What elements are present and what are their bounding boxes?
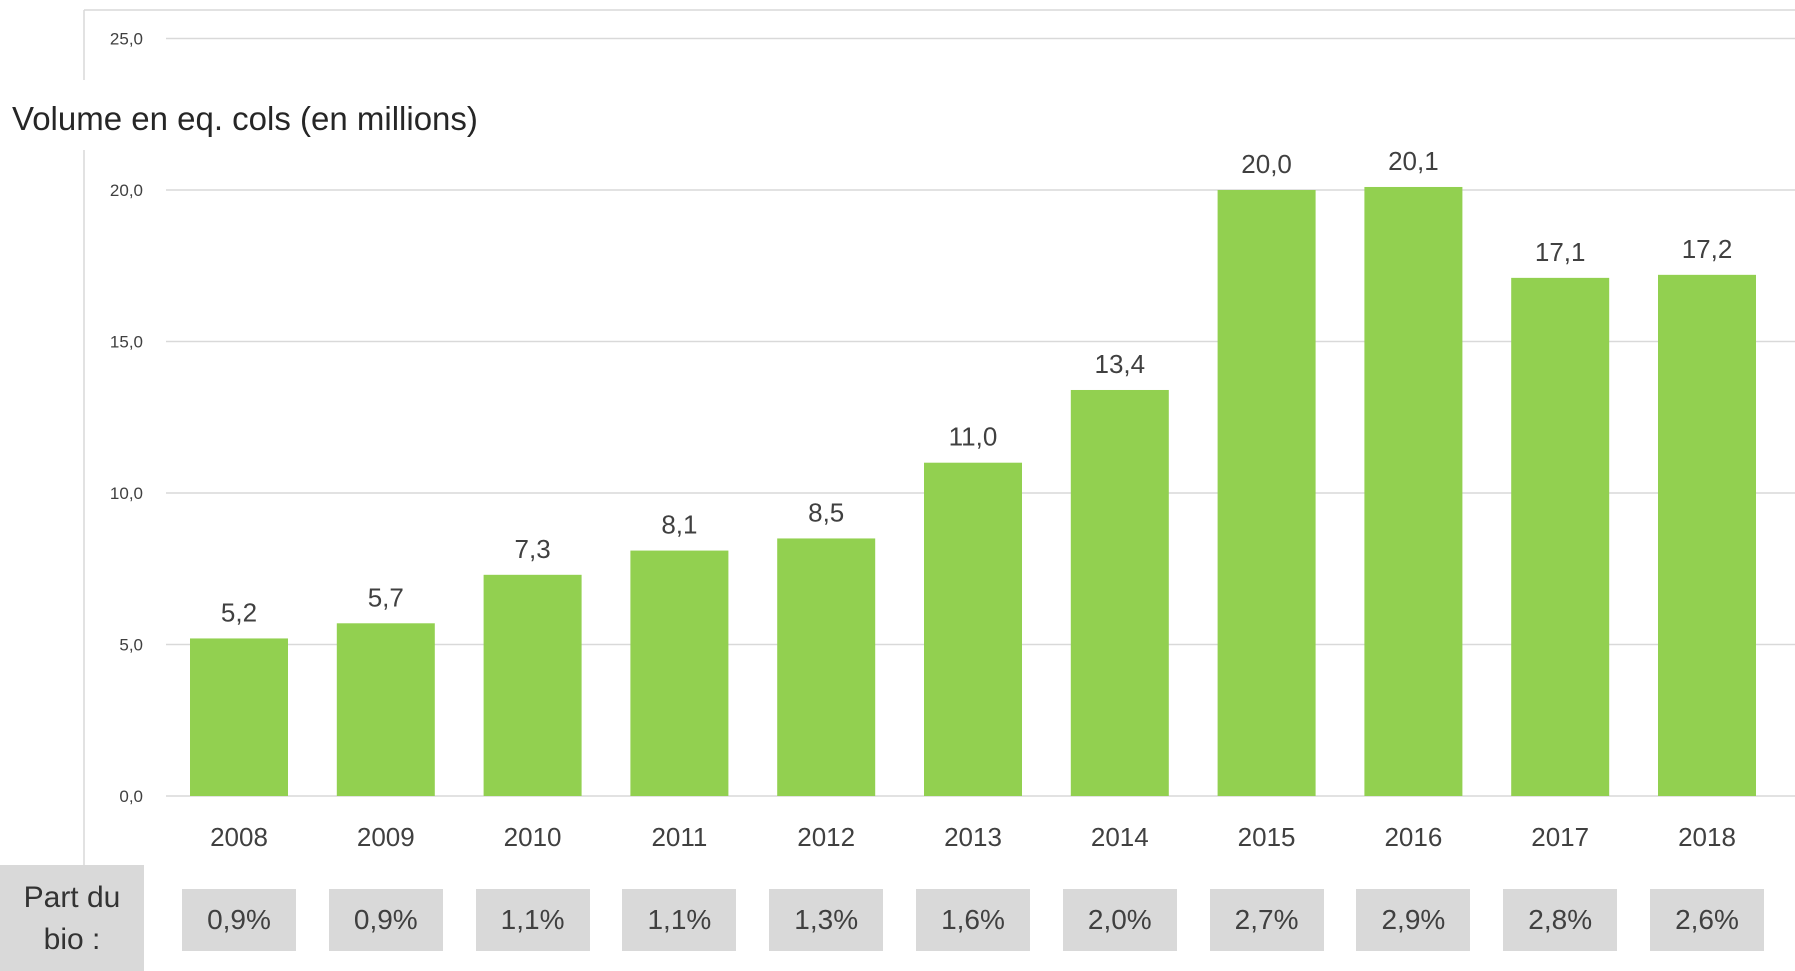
x-tick-label-2016: 2016 bbox=[1384, 822, 1442, 852]
bar-2009 bbox=[336, 623, 435, 796]
organic-share-2008: 0,9% bbox=[182, 889, 296, 951]
organic-share-2012: 1,3% bbox=[769, 889, 884, 951]
bar-2018 bbox=[1658, 274, 1756, 797]
x-tick-label-2012: 2012 bbox=[797, 822, 855, 852]
bar-2017 bbox=[1511, 277, 1610, 796]
data-label-2016: 20,1 bbox=[1388, 146, 1439, 176]
data-label-2014: 13,4 bbox=[1094, 349, 1145, 379]
x-tick-label-2013: 2013 bbox=[944, 822, 1002, 852]
organic-share-2010: 1,1% bbox=[475, 889, 590, 951]
data-label-2009: 5,7 bbox=[368, 582, 404, 612]
organic-share-2015: 2,7% bbox=[1209, 889, 1324, 951]
bar-2008 bbox=[190, 638, 288, 796]
bar-2013 bbox=[924, 462, 1022, 796]
bar-2011 bbox=[630, 550, 729, 796]
x-tick-label-2017: 2017 bbox=[1531, 822, 1589, 852]
y-axis-title: Volume en eq. cols (en millions) bbox=[12, 100, 478, 137]
data-label-2011: 8,1 bbox=[661, 510, 697, 540]
data-label-2010: 7,3 bbox=[515, 534, 551, 564]
x-tick-label-2009: 2009 bbox=[357, 822, 415, 852]
organic-share-2011: 1,1% bbox=[622, 889, 737, 951]
bar-2016 bbox=[1364, 186, 1463, 797]
x-tick-label-2011: 2011 bbox=[651, 822, 707, 852]
data-label-2018: 17,2 bbox=[1682, 234, 1733, 264]
bar-2015 bbox=[1217, 190, 1316, 796]
y-tick-label: 5,0 bbox=[119, 636, 143, 655]
data-label-2008: 5,2 bbox=[221, 597, 257, 627]
bar-2014 bbox=[1070, 389, 1169, 796]
x-tick-label-2014: 2014 bbox=[1091, 822, 1149, 852]
data-label-2015: 20,0 bbox=[1241, 149, 1292, 179]
organic-share-2014: 2,0% bbox=[1062, 889, 1177, 951]
bar-2010 bbox=[483, 574, 582, 796]
data-labels: 5,2 5,7 7,3 8,1 8,5 11,0 13,4 20,0 20,1 17,1 17,2 bbox=[221, 146, 1732, 627]
x-tick-label-2008: 2008 bbox=[210, 822, 268, 852]
organic-share-2017: 2,8% bbox=[1503, 889, 1618, 951]
y-tick-label: 15,0 bbox=[110, 333, 143, 352]
bars bbox=[190, 186, 1756, 797]
x-tick-label-2010: 2010 bbox=[504, 822, 562, 852]
y-tick-label: 0,0 bbox=[119, 787, 143, 806]
organic-share-label: Part du bio : bbox=[0, 865, 144, 971]
x-tick-label-2018: 2018 bbox=[1678, 822, 1736, 852]
y-tick-label: 25,0 bbox=[110, 30, 143, 49]
x-axis-labels: 2008 2009 2010 2011 2012 2013 2014 2015 2016 2017… bbox=[210, 822, 1736, 852]
data-label-2017: 17,1 bbox=[1535, 237, 1586, 267]
data-label-2013: 11,0 bbox=[949, 422, 998, 452]
y-tick-label: 20,0 bbox=[110, 181, 143, 200]
organic-share-2016: 2,9% bbox=[1356, 889, 1471, 951]
organic-share-2018: 2,6% bbox=[1650, 889, 1764, 951]
bar-2012 bbox=[777, 538, 876, 796]
y-axis-ticks: 0,0 5,0 10,0 15,0 20,0 25,0 bbox=[110, 30, 143, 807]
organic-share-2013: 1,6% bbox=[916, 889, 1030, 951]
organic-share-2009: 0,9% bbox=[328, 889, 443, 951]
data-label-2012: 8,5 bbox=[808, 497, 844, 527]
y-tick-label: 10,0 bbox=[110, 484, 143, 503]
x-tick-label-2015: 2015 bbox=[1238, 822, 1296, 852]
